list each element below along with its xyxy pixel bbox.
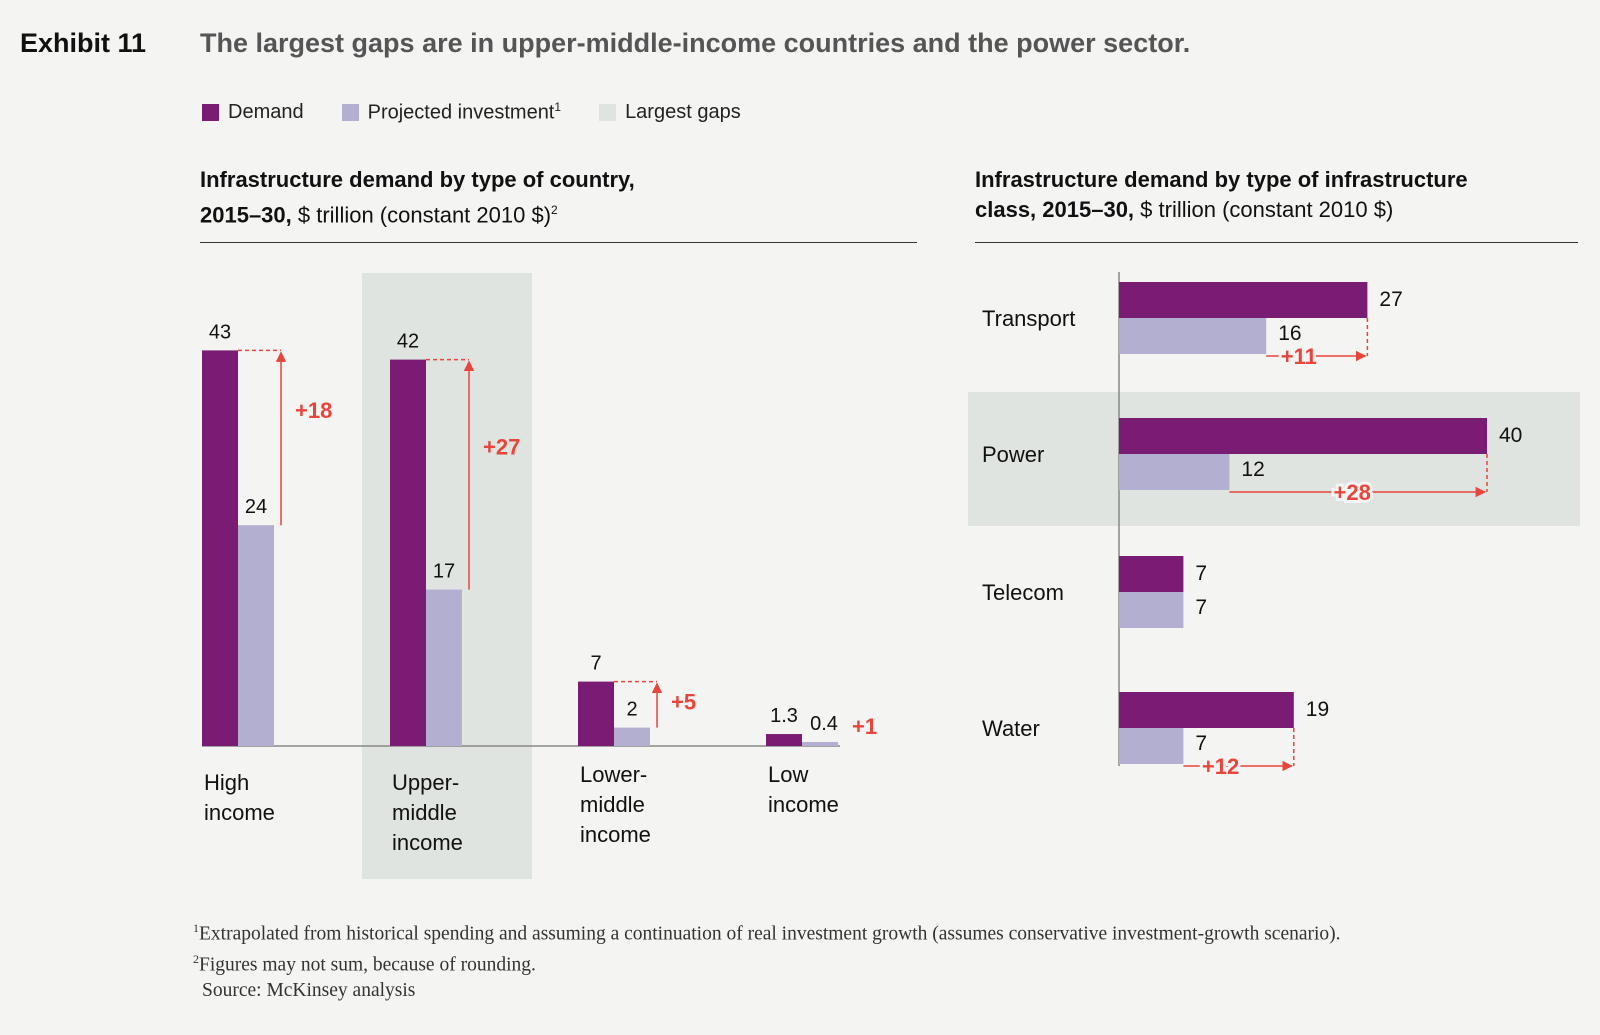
- hvalue-label-demand-3: 19: [1306, 698, 1329, 721]
- value-label-investment-3: 0.4: [810, 713, 838, 735]
- category-label-0-line-0: High: [204, 770, 249, 795]
- right-title-rule: [975, 242, 1578, 243]
- footnotes: 1Extrapolated from historical spending a…: [193, 916, 1341, 977]
- footnote-1: 1Extrapolated from historical spending a…: [193, 921, 1341, 945]
- value-label-investment-1: 17: [433, 561, 455, 583]
- value-label-demand-1: 42: [397, 331, 419, 353]
- legend-item-demand: Demand: [202, 100, 304, 125]
- category-label-2-line-2: income: [580, 822, 651, 847]
- bar-demand-3: [766, 734, 802, 746]
- hvalue-label-demand-0: 27: [1379, 288, 1402, 311]
- value-label-investment-0: 24: [245, 496, 267, 518]
- row-label-0: Transport: [982, 306, 1075, 331]
- category-label-1-line-1: middle: [392, 800, 457, 825]
- gap-label-0: +18: [295, 398, 332, 423]
- hvalue-label-investment-3: 7: [1195, 732, 1207, 755]
- category-label-1-line-0: Upper-: [392, 770, 459, 795]
- hgap-label-3: +12: [1202, 754, 1239, 779]
- left-title-footnote-ref: 2: [551, 203, 558, 217]
- bar-investment-3: [802, 742, 838, 746]
- gap-label-1: +27: [483, 435, 520, 460]
- category-label-2-line-0: Lower-: [580, 762, 647, 787]
- bar-investment-2: [614, 727, 650, 746]
- hbar-demand-0: [1119, 282, 1368, 318]
- gap-label-2: +5: [671, 690, 696, 715]
- value-label-demand-3: 1.3: [770, 705, 798, 727]
- left-title-line2: 2015–30,: [200, 202, 292, 228]
- legend-label-demand: Demand: [228, 100, 304, 123]
- left-panel-title: Infrastructure demand by type of country…: [200, 165, 920, 230]
- hvalue-label-demand-2: 7: [1195, 562, 1207, 585]
- country-type-chart: 43 24 +18 High income 42 17 +27 Upper-middle inco…: [202, 273, 877, 879]
- legend-swatch-demand: [202, 103, 219, 121]
- hbar-investment-0: [1119, 318, 1267, 354]
- hbar-investment-1: [1119, 454, 1230, 490]
- hbar-demand-3: [1119, 692, 1294, 728]
- legend-swatch-gaps: [599, 103, 617, 121]
- infrastructure-class-chart: Transport 27 16+11 Power 40 12 +28 Telecom 7 7 Wat…: [968, 272, 1580, 782]
- footnote-2: 2Figures may not sum, because of roundin…: [193, 951, 536, 976]
- category-label-1-line-2: income: [392, 830, 463, 855]
- largest-gap-highlight: [968, 392, 1580, 526]
- legend-item-investment: Projected investment1: [341, 100, 562, 125]
- right-panel-title: Infrastructure demand by type of infrast…: [975, 165, 1595, 225]
- source-note: Source: McKinsey analysis: [202, 980, 416, 1001]
- right-title-line1: Infrastructure demand by type of infrast…: [975, 167, 1468, 192]
- exhibit-label: Exhibit 11: [20, 28, 147, 58]
- legend-item-gaps: Largest gaps: [599, 100, 741, 125]
- chart-headline: The largest gaps are in upper-middle-inc…: [200, 28, 1191, 58]
- hbar-demand-1: [1119, 418, 1487, 454]
- legend: Demand Projected investment1 Largest gap…: [202, 100, 741, 125]
- hgap-label-0: +11: [1281, 344, 1317, 369]
- left-title-units: $ trillion (constant 2010 $): [291, 202, 552, 228]
- hbar-investment-3: [1119, 728, 1184, 764]
- hvalue-label-demand-1: 40: [1499, 424, 1522, 447]
- hvalue-label-investment-0: 16: [1278, 322, 1301, 345]
- gap-label-3: +1: [852, 714, 877, 739]
- value-label-demand-0: 43: [209, 321, 231, 343]
- hvalue-label-investment-2: 7: [1195, 596, 1207, 619]
- left-title-rule: [200, 242, 917, 243]
- legend-swatch-investment: [341, 103, 359, 121]
- value-label-demand-2: 7: [590, 653, 601, 675]
- category-label-3-line-1: income: [768, 792, 839, 817]
- row-label-3: Water: [982, 716, 1040, 741]
- left-title-line1: Infrastructure demand by type of country…: [200, 167, 635, 192]
- bar-demand-2: [578, 681, 614, 746]
- category-label-0-line-1: income: [204, 800, 275, 825]
- row-label-1: Power: [982, 442, 1044, 467]
- category-label-2-line-1: middle: [580, 792, 645, 817]
- legend-label-investment: Projected investment: [367, 101, 555, 124]
- bar-investment-1: [426, 589, 462, 746]
- bar-investment-0: [238, 525, 274, 746]
- legend-footnote-ref: 1: [554, 100, 562, 114]
- hvalue-label-investment-1: 12: [1241, 458, 1264, 481]
- row-label-2: Telecom: [982, 580, 1064, 605]
- hbar-demand-2: [1119, 556, 1184, 592]
- right-title-units: $ trillion (constant 2010 $): [1134, 197, 1394, 222]
- right-title-line2: class, 2015–30,: [975, 197, 1135, 222]
- legend-label-gaps: Largest gaps: [625, 100, 741, 123]
- hgap-label-1: +28: [1334, 480, 1371, 505]
- bar-demand-0: [202, 350, 238, 746]
- hbar-investment-2: [1119, 592, 1184, 628]
- bar-demand-1: [390, 359, 426, 746]
- value-label-investment-2: 2: [626, 699, 637, 721]
- category-label-3-line-0: Low: [768, 762, 808, 787]
